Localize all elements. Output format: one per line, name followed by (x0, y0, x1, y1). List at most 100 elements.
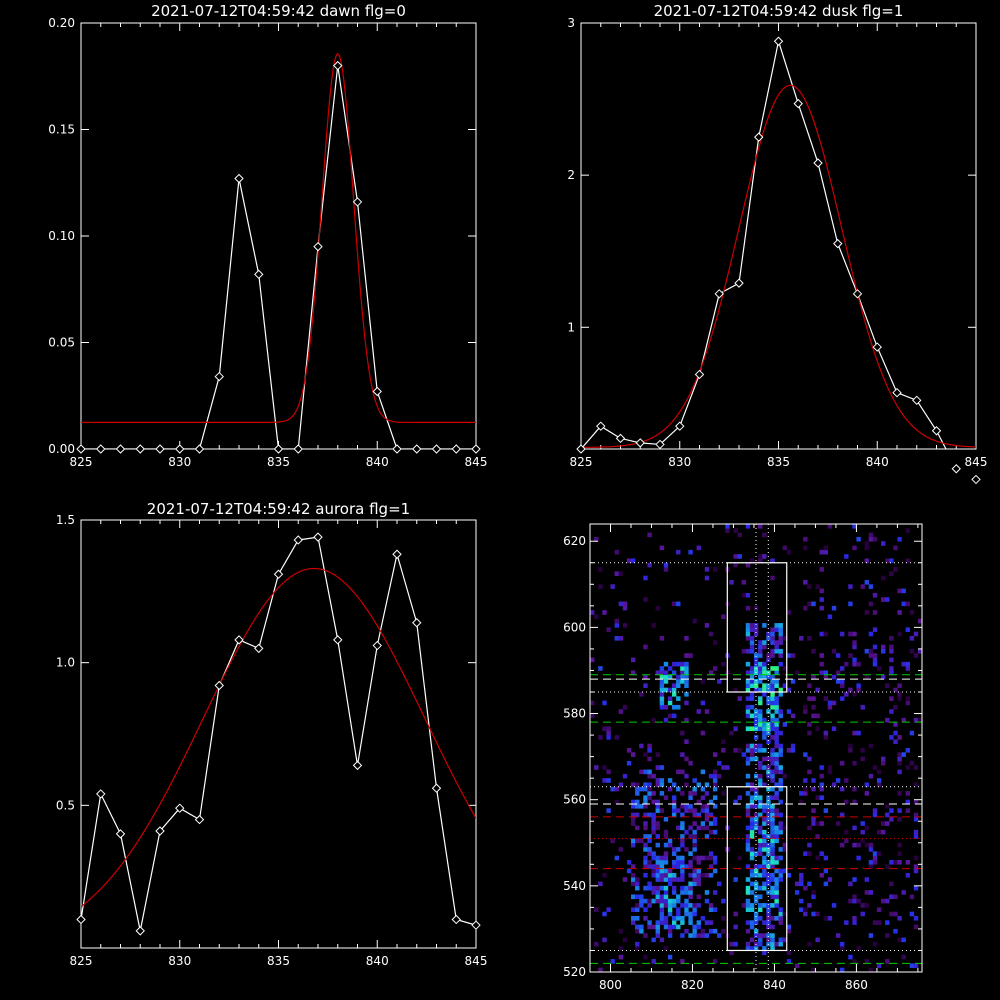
heatmap-cell (745, 713, 751, 719)
heatmap-cell (749, 644, 755, 650)
heatmap-cell (680, 855, 685, 861)
data-point (115, 444, 126, 454)
heatmap-cell (807, 903, 812, 908)
heatmap-cell (876, 851, 882, 856)
heatmap-cell (770, 946, 775, 951)
heatmap-cell (848, 653, 853, 658)
heatmap-cell (614, 636, 619, 641)
heatmap-cell (712, 782, 718, 788)
heatmap-cell (881, 648, 886, 654)
heatmap-cell (856, 842, 861, 848)
heatmap-cell (712, 928, 718, 934)
heatmap-cell (872, 661, 878, 667)
heatmap-cell (630, 872, 636, 878)
heatmap-cell (885, 683, 890, 688)
heatmap-cell (622, 704, 628, 710)
heatmap-cell (909, 894, 915, 900)
heatmap-cell (766, 877, 771, 882)
heatmap-cell (737, 554, 742, 559)
heatmap-cell (774, 722, 779, 727)
heatmap-cell (659, 704, 665, 710)
heatmap-cell (774, 704, 779, 710)
heatmap-cell (667, 903, 673, 908)
heatmap-cell (835, 670, 841, 676)
heatmap-cell (712, 795, 718, 800)
heatmap-cell (872, 855, 878, 861)
heatmap-cell (786, 687, 792, 693)
heatmap-cell (745, 812, 751, 818)
plot-area (581, 38, 976, 449)
x-tick-label: 820 (681, 978, 704, 992)
heatmap-cell (671, 864, 677, 869)
data-point (694, 369, 705, 380)
heatmap-cell (684, 661, 689, 667)
heatmap-cell (688, 860, 693, 865)
heatmap-cell (753, 756, 759, 762)
heatmap-cell (671, 872, 677, 878)
heatmap-cell (671, 885, 677, 891)
heatmap-cell (815, 937, 820, 943)
data-point (175, 444, 185, 454)
x-tick-label: 825 (70, 455, 93, 469)
heatmap-cell (758, 872, 763, 878)
heatmap-cell (897, 735, 902, 740)
heatmap-cell (893, 894, 898, 900)
heatmap-cell (868, 933, 874, 938)
data-point (96, 444, 106, 454)
heatmap-cell (753, 713, 759, 719)
heatmap-cell (762, 881, 767, 887)
heatmap-cell (766, 851, 771, 856)
heatmap-cell (704, 567, 710, 572)
heatmap-cell (872, 808, 878, 813)
heatmap-cell (766, 808, 771, 813)
heatmap-cell (618, 847, 624, 852)
heatmap-cell (762, 920, 767, 925)
heatmap-cell (876, 829, 882, 835)
heatmap-cell (774, 808, 779, 813)
heatmap-cell (704, 812, 710, 818)
heatmap-cell (819, 765, 824, 770)
heatmap-cell (881, 644, 886, 650)
heatmap-cell (671, 687, 677, 693)
heatmap-cell (700, 916, 706, 921)
heatmap-cell (749, 920, 755, 925)
heatmap-cell (659, 670, 665, 676)
heatmap-cell (807, 584, 812, 589)
heatmap-cell (868, 864, 874, 869)
heatmap-cell (680, 812, 685, 818)
heatmap-cell (643, 855, 648, 861)
heatmap-cell (655, 864, 660, 869)
heatmap-cell (671, 670, 677, 676)
heatmap-cell (745, 834, 751, 839)
heatmap-cell (630, 558, 636, 564)
heatmap-cell (803, 911, 808, 917)
heatmap-cell (684, 636, 689, 641)
heatmap-cell (774, 903, 779, 908)
heatmap-cell (758, 679, 763, 684)
heatmap-cell (823, 674, 829, 680)
heatmap-cell (700, 821, 706, 826)
heatmap-cell (811, 696, 816, 701)
heatmap-cell (630, 864, 636, 869)
heatmap-cell (753, 812, 759, 818)
heatmap-cell (667, 786, 673, 792)
heatmap-cell (803, 786, 808, 792)
heatmap-cell (745, 842, 751, 848)
heatmap-cell (676, 864, 681, 869)
y-tick-label: 560 (563, 793, 586, 807)
heatmap-cell (774, 894, 779, 900)
data-point (412, 618, 422, 628)
heatmap-cell (745, 773, 751, 779)
heatmap-cell (749, 752, 755, 757)
x-tick-label: 845 (465, 954, 488, 968)
heatmap-cell (753, 911, 759, 917)
heatmap-cell (671, 924, 677, 930)
heatmap-cell (614, 786, 619, 792)
heatmap-cell (811, 601, 816, 607)
data-point (273, 444, 284, 454)
heatmap-cell (688, 791, 693, 796)
heatmap-cell (717, 679, 722, 684)
heatmap-cell (766, 739, 771, 744)
heatmap-cell (712, 804, 718, 809)
heatmap-cell (610, 786, 615, 792)
